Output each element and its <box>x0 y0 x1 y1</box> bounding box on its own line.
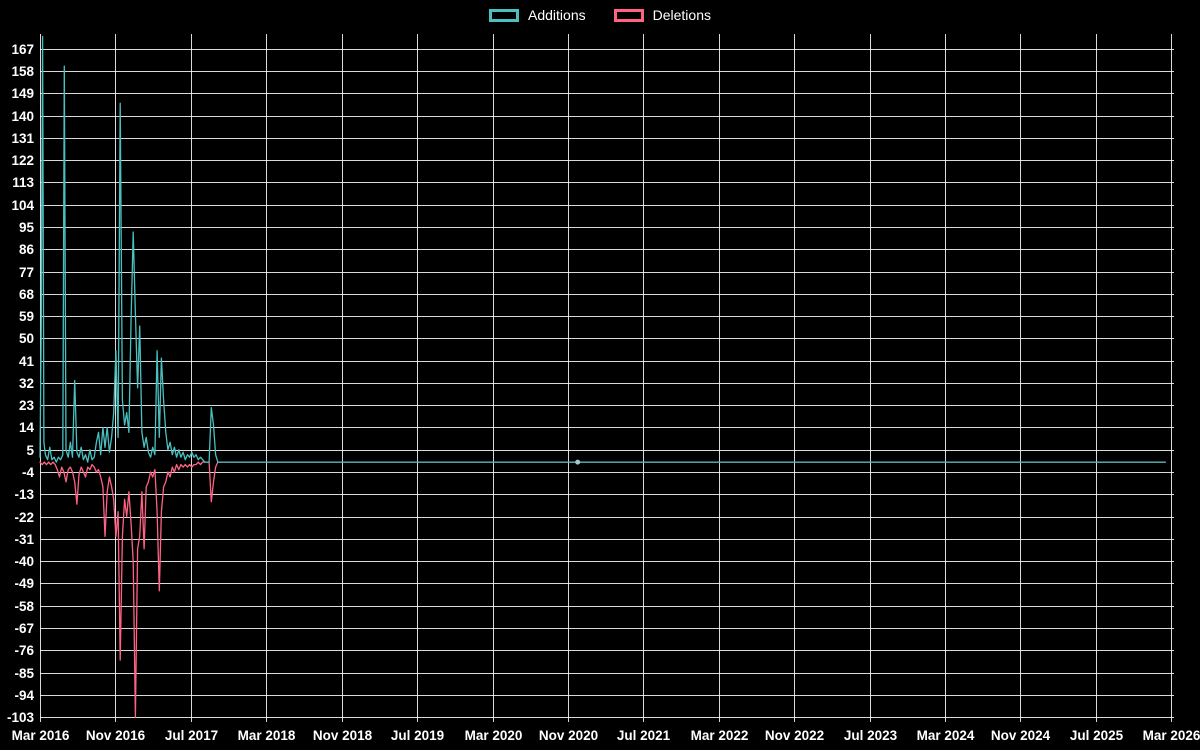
x-tick-label: Mar 2016 <box>12 728 70 743</box>
y-tick-label: 167 <box>11 42 34 57</box>
y-tick-label: 41 <box>19 354 35 369</box>
x-tick-label: Jul 2025 <box>1070 728 1124 743</box>
x-tick-label: Mar 2022 <box>691 728 749 743</box>
y-tick-label: -31 <box>14 532 34 547</box>
y-tick-label: 113 <box>12 175 34 190</box>
y-tick-label: -103 <box>7 710 35 725</box>
x-tick-label: Mar 2018 <box>238 728 296 743</box>
y-tick-label: 149 <box>11 86 34 101</box>
y-tick-label: 14 <box>19 420 35 435</box>
legend-item-additions[interactable]: Additions <box>489 7 586 23</box>
y-tick-label: 122 <box>11 153 34 168</box>
y-tick-label: -76 <box>14 643 34 658</box>
y-tick-label: 131 <box>11 131 34 146</box>
y-tick-label: 77 <box>19 265 34 280</box>
y-tick-label: 5 <box>26 443 34 458</box>
y-tick-label: 50 <box>19 331 34 346</box>
legend-label-deletions: Deletions <box>652 7 711 23</box>
additions-swatch-icon <box>489 8 520 22</box>
x-tick-label: Mar 2024 <box>917 728 975 743</box>
y-tick-label: 86 <box>19 242 35 257</box>
y-tick-label: 104 <box>11 198 34 213</box>
y-tick-label: -58 <box>14 599 34 614</box>
y-tick-label: -94 <box>14 688 34 703</box>
y-tick-label: 59 <box>19 309 34 324</box>
deletions-line <box>39 461 1166 718</box>
x-tick-label: Nov 2016 <box>86 728 146 743</box>
y-tick-label: -22 <box>14 510 34 525</box>
y-tick-label: -13 <box>14 487 34 502</box>
x-tick-label: Nov 2020 <box>539 728 598 743</box>
chart-legend: Additions Deletions <box>0 7 1200 23</box>
y-tick-label: 140 <box>11 109 34 124</box>
y-tick-label: -4 <box>22 465 34 480</box>
x-tick-label: Nov 2022 <box>765 728 824 743</box>
additions-line <box>39 35 1166 463</box>
y-tick-label: 32 <box>19 376 34 391</box>
x-tick-label: Nov 2024 <box>991 728 1051 743</box>
x-tick-label: Jul 2017 <box>165 728 218 743</box>
y-tick-label: -85 <box>14 666 34 681</box>
x-tick-label: Jul 2019 <box>391 728 444 743</box>
deletions-swatch-icon <box>613 8 644 22</box>
y-tick-label: -40 <box>14 554 34 569</box>
y-tick-label: -49 <box>14 576 34 591</box>
y-tick-label: 68 <box>19 287 35 302</box>
legend-label-additions: Additions <box>528 7 586 23</box>
x-tick-label: Mar 2026 <box>1143 728 1200 743</box>
y-tick-label: 95 <box>19 220 35 235</box>
y-tick-label: 23 <box>19 398 35 413</box>
x-tick-label: Mar 2020 <box>465 728 523 743</box>
x-tick-label: Nov 2018 <box>313 728 373 743</box>
y-tick-label: 158 <box>11 64 34 79</box>
legend-item-deletions[interactable]: Deletions <box>613 7 711 23</box>
data-point-marker[interactable] <box>575 459 581 465</box>
y-tick-label: -67 <box>14 621 34 636</box>
x-tick-label: Jul 2021 <box>617 728 671 743</box>
x-tick-label: Jul 2023 <box>844 728 898 743</box>
